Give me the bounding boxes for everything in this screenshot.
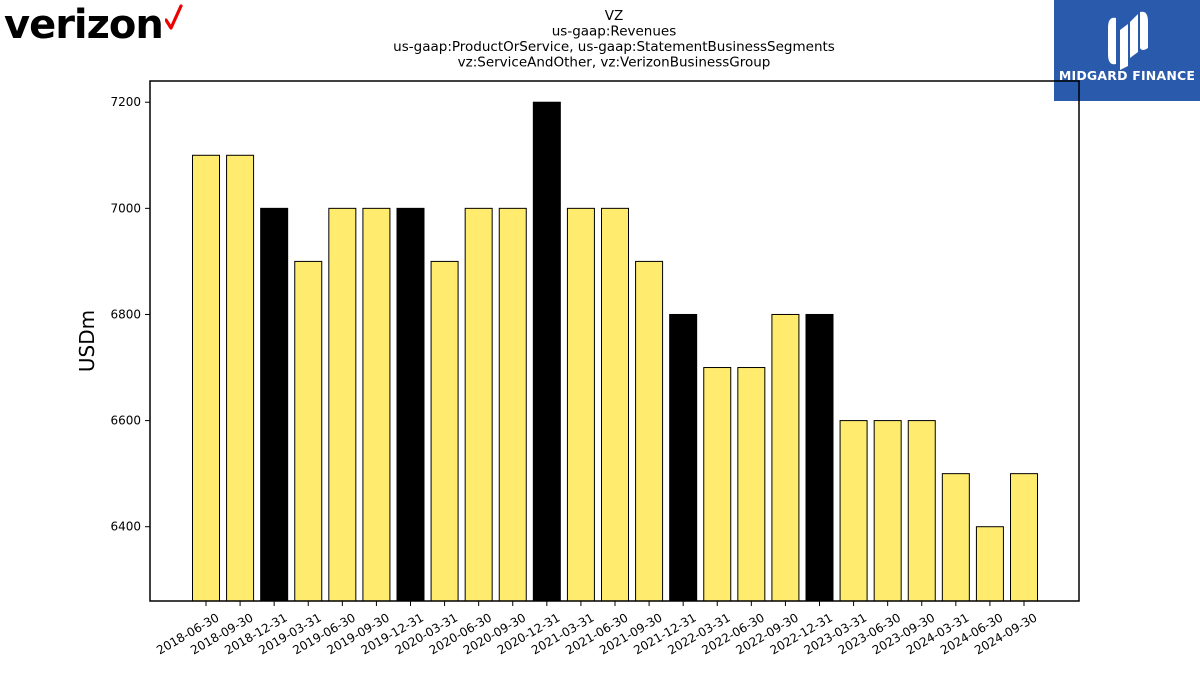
bar [703, 367, 732, 602]
chart-title-line: VZ [605, 8, 623, 24]
bar [566, 207, 595, 602]
bar [498, 207, 527, 602]
bar [873, 420, 902, 602]
y-tick-label: 6600 [110, 414, 141, 428]
chart-title-line: us-gaap:ProductOrService, us-gaap:Statem… [393, 39, 835, 55]
y-tick-label: 6800 [110, 307, 141, 321]
y-axis: 6400 6600 6800 7000 7200 [110, 95, 150, 534]
bar [430, 260, 459, 602]
bar [192, 154, 220, 602]
bar [805, 313, 834, 602]
y-tick-label: 7000 [110, 201, 141, 215]
check-icon [164, 4, 183, 30]
y-tick-label: 6400 [110, 520, 141, 534]
bar [294, 260, 323, 602]
bar [260, 207, 289, 602]
bar [839, 420, 868, 602]
bar [669, 313, 698, 602]
bar [975, 526, 1004, 602]
bar [396, 207, 425, 602]
bar [532, 101, 561, 602]
bar [464, 207, 493, 602]
bar [362, 207, 391, 602]
midgard-finance-logo: MIDGARD FINANCE [1054, 0, 1200, 101]
bar [1010, 473, 1038, 602]
midgard-mark-icon [1108, 11, 1148, 70]
verizon-logo-text: verizon [4, 2, 164, 48]
bar [771, 313, 800, 602]
chart-title-line: vz:ServiceAndOther, vz:VerizonBusinessGr… [458, 55, 771, 71]
midgard-brand-text: MIDGARD FINANCE [1058, 68, 1196, 83]
bar [601, 207, 629, 602]
bar [635, 260, 664, 602]
chart-title-line: us-gaap:Revenues [552, 24, 677, 40]
chart-title: VZus-gaap:Revenuesus-gaap:ProductOrServi… [393, 8, 835, 71]
bars-group [192, 101, 1038, 602]
verizon-logo: verizon [4, 2, 183, 48]
bar [737, 367, 766, 602]
bar [907, 420, 936, 602]
x-axis: 2018-06-302018-09-302018-12-312019-03-31… [154, 601, 1040, 657]
bar [226, 154, 255, 602]
y-tick-label: 7200 [110, 95, 141, 109]
bar [328, 207, 357, 602]
bar [941, 473, 970, 602]
y-axis-label: USDm [75, 310, 99, 372]
